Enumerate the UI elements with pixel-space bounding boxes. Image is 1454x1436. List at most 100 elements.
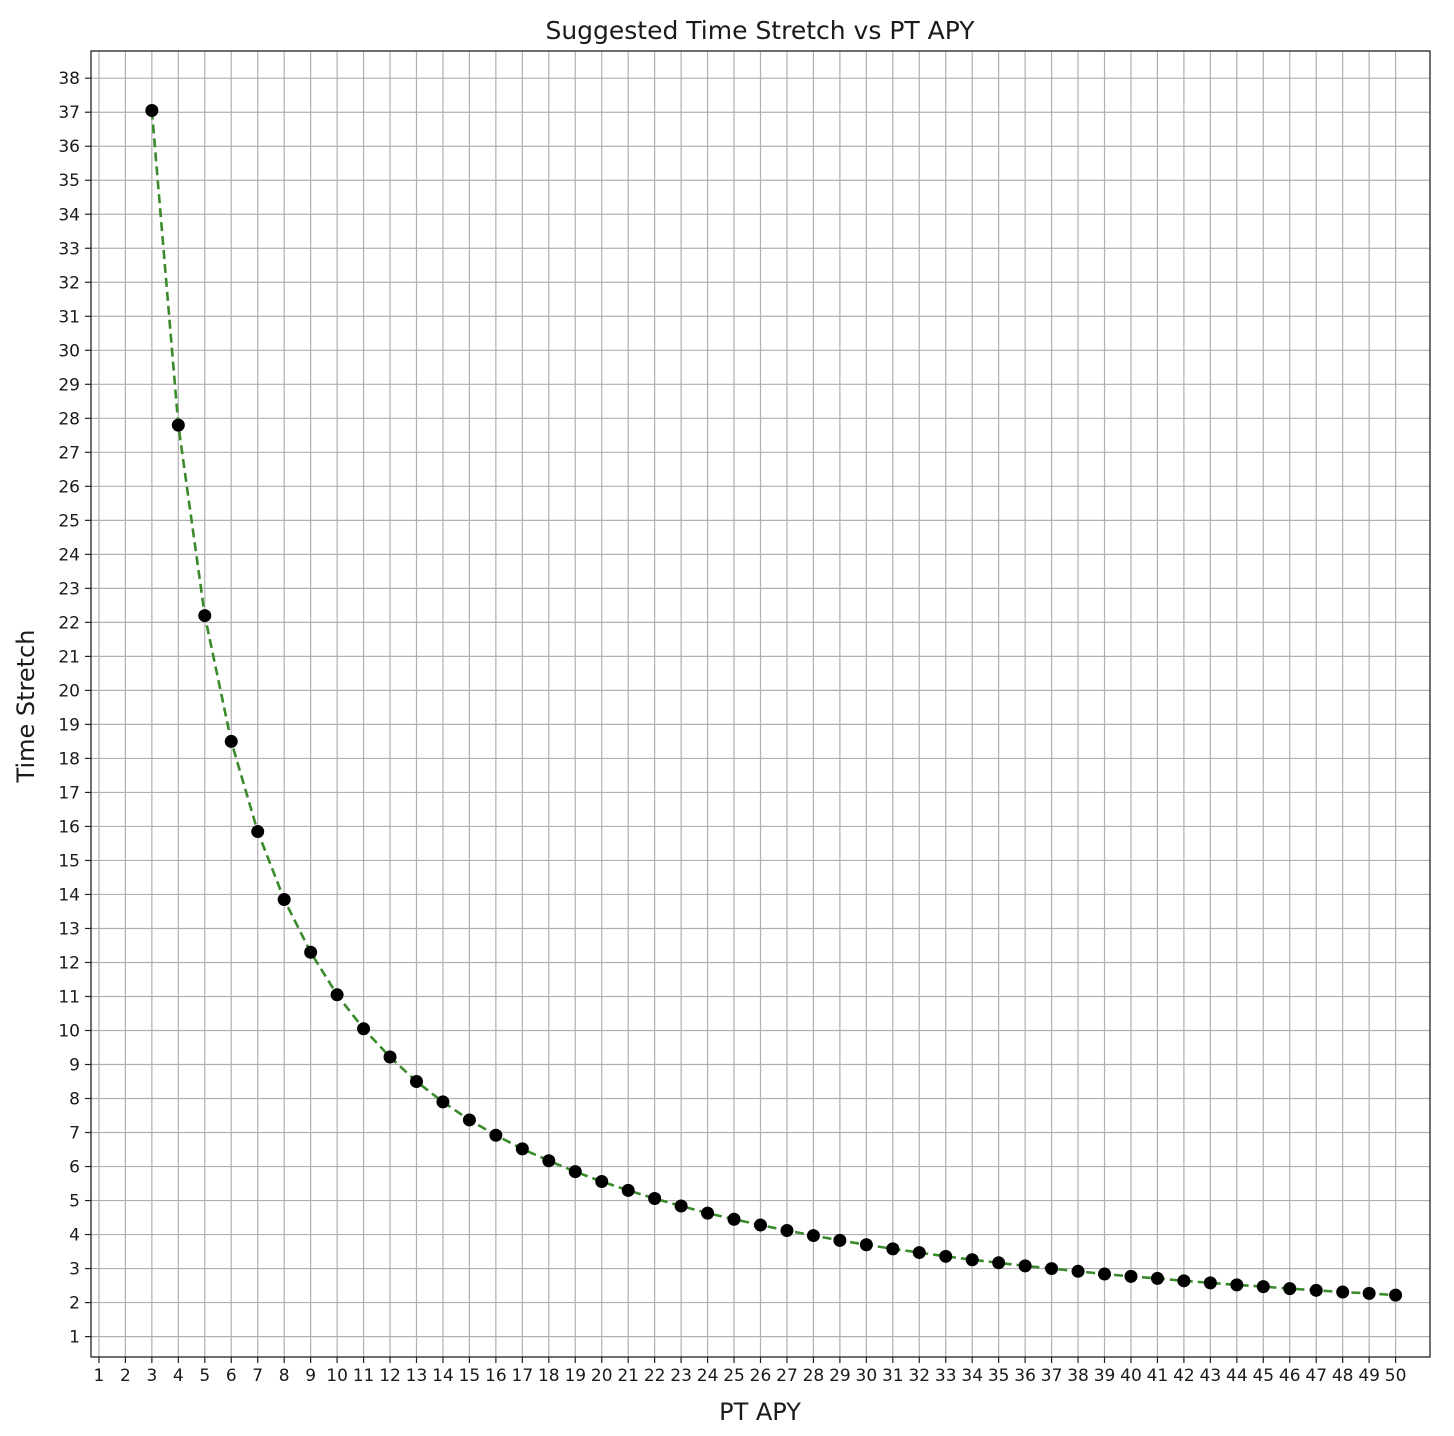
data-point [1203, 1276, 1217, 1290]
y-tick-label: 22 [58, 613, 80, 633]
x-tick-label: 1 [94, 1366, 105, 1386]
y-tick-label: 38 [58, 69, 80, 89]
data-point [171, 418, 185, 432]
data-point [1124, 1269, 1138, 1283]
data-point [251, 825, 265, 839]
data-point [304, 945, 318, 959]
data-point [674, 1199, 688, 1213]
x-tick-label: 14 [432, 1366, 454, 1386]
y-tick-label: 24 [58, 545, 80, 565]
x-tick-label: 15 [459, 1366, 481, 1386]
x-tick-label: 8 [279, 1366, 290, 1386]
data-point [357, 1022, 371, 1036]
data-point [595, 1175, 609, 1189]
grid-lines [91, 51, 1430, 1357]
y-tick-label: 1 [69, 1328, 80, 1348]
x-tick-label: 33 [935, 1366, 957, 1386]
y-tick-label: 15 [58, 851, 80, 871]
y-tick-label: 14 [58, 885, 80, 905]
series-line [150, 110, 1396, 1297]
x-axis-label: PT APY [719, 1398, 801, 1426]
y-tick-label: 19 [58, 715, 80, 735]
data-point [542, 1154, 556, 1168]
x-tick-label: 16 [485, 1366, 507, 1386]
y-tick-label: 25 [58, 511, 80, 531]
x-tick-label: 50 [1385, 1366, 1407, 1386]
data-point [859, 1238, 873, 1252]
x-tick-label: 45 [1252, 1366, 1274, 1386]
x-tick-label: 9 [305, 1366, 316, 1386]
x-tick-label: 26 [750, 1366, 772, 1386]
data-point [1150, 1271, 1164, 1285]
y-tick-label: 9 [69, 1056, 80, 1076]
x-tick-label: 27 [776, 1366, 798, 1386]
y-tick-label: 26 [58, 477, 80, 497]
x-tick-label: 11 [353, 1366, 375, 1386]
x-tick-label: 35 [988, 1366, 1010, 1386]
y-tick-label: 21 [58, 647, 80, 667]
x-tick-label: 4 [173, 1366, 184, 1386]
y-tick-label: 36 [58, 137, 80, 157]
data-point [1309, 1283, 1323, 1297]
x-tick-label: 18 [538, 1366, 560, 1386]
data-point [1230, 1278, 1244, 1292]
data-point [436, 1095, 450, 1109]
data-point [489, 1128, 503, 1142]
y-tick-label: 4 [69, 1226, 80, 1246]
data-point [806, 1229, 820, 1243]
y-tick-label: 37 [58, 103, 80, 123]
x-tick-label: 12 [379, 1366, 401, 1386]
x-tick-label: 41 [1147, 1366, 1169, 1386]
y-tick-label: 6 [69, 1158, 80, 1178]
data-point [1362, 1286, 1376, 1300]
data-point [1071, 1264, 1085, 1278]
y-tick-label: 34 [58, 205, 80, 225]
x-tick-label: 38 [1067, 1366, 1089, 1386]
x-tick-label: 2 [120, 1366, 131, 1386]
x-tick-label: 42 [1173, 1366, 1195, 1386]
y-tick-label: 16 [58, 817, 80, 837]
x-tick-label: 6 [226, 1366, 237, 1386]
data-point [992, 1256, 1006, 1270]
data-point [198, 609, 212, 623]
data-point [1336, 1285, 1350, 1299]
y-tick-label: 35 [58, 171, 80, 191]
data-point [1098, 1267, 1112, 1281]
y-tick-label: 29 [58, 375, 80, 395]
x-tick-label: 32 [908, 1366, 930, 1386]
data-point [568, 1165, 582, 1179]
x-tick-label: 25 [723, 1366, 745, 1386]
x-tick-label: 28 [803, 1366, 825, 1386]
x-tick-label: 31 [882, 1366, 904, 1386]
data-point [886, 1242, 900, 1256]
y-tick-label: 13 [58, 919, 80, 939]
y-tick-label: 10 [58, 1022, 80, 1042]
y-tick-label: 8 [69, 1090, 80, 1110]
y-tick-label: 17 [58, 783, 80, 803]
x-tick-label: 13 [406, 1366, 428, 1386]
data-point [780, 1223, 794, 1237]
x-tick-label: 10 [326, 1366, 348, 1386]
x-tick-label: 37 [1041, 1366, 1063, 1386]
data-point [409, 1075, 423, 1089]
data-point [1045, 1262, 1059, 1276]
data-point [1389, 1288, 1403, 1302]
data-point [833, 1233, 847, 1247]
x-tick-label: 19 [564, 1366, 586, 1386]
data-point [145, 104, 159, 118]
y-tick-label: 18 [58, 749, 80, 769]
x-tick-label: 22 [644, 1366, 666, 1386]
x-tick-label: 5 [199, 1366, 210, 1386]
data-point [1256, 1280, 1270, 1294]
data-point [330, 988, 344, 1002]
data-point [648, 1192, 662, 1206]
x-tick-label: 34 [961, 1366, 983, 1386]
axis-ticks: 1 2 3 4 5 6 7 8 9 10 11 12 13 14 15 16 17 18 19 20 21 22 23 24 2… [58, 69, 1406, 1386]
y-tick-label: 20 [58, 681, 80, 701]
data-point [462, 1113, 476, 1127]
data-point [727, 1212, 741, 1226]
x-tick-label: 21 [617, 1366, 639, 1386]
data-point [383, 1050, 397, 1064]
